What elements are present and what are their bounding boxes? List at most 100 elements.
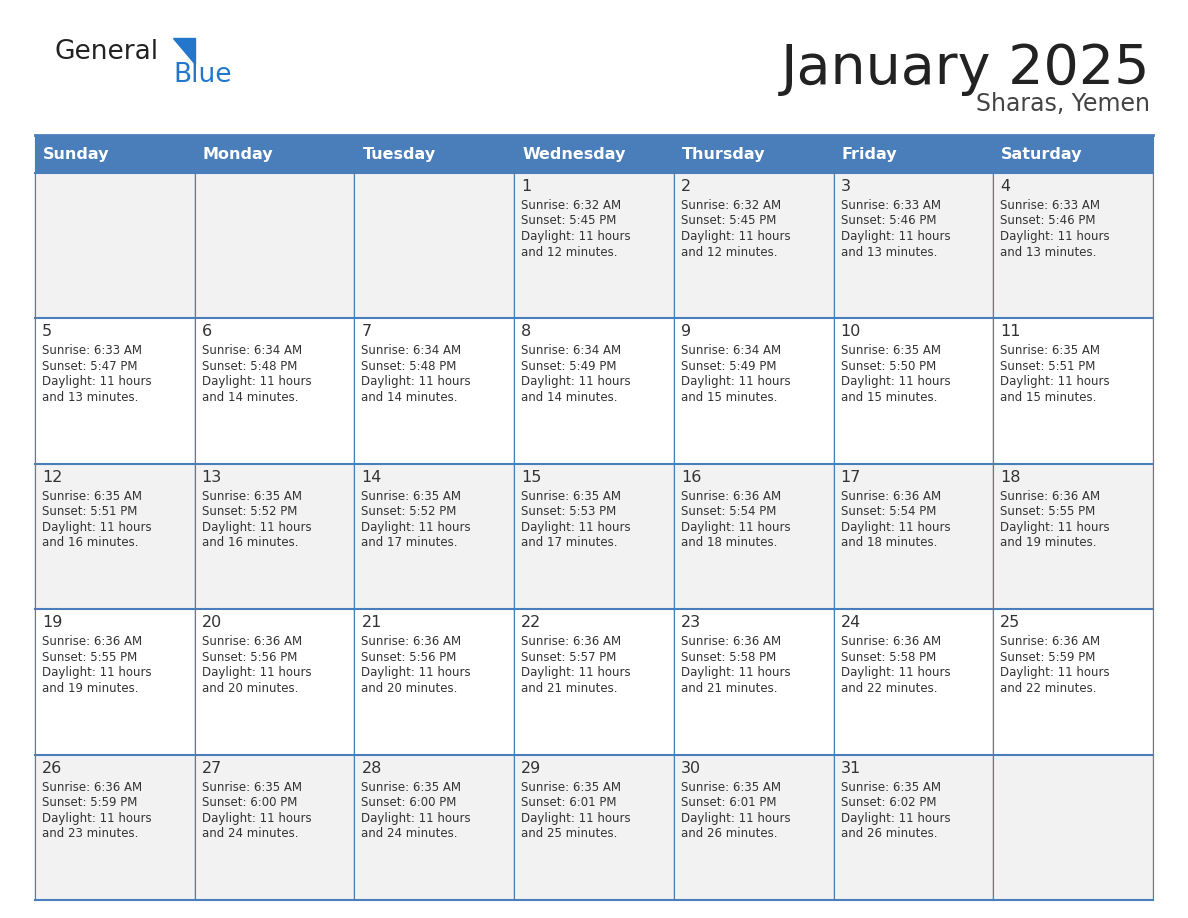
Text: Daylight: 11 hours: Daylight: 11 hours — [681, 812, 790, 824]
Text: Daylight: 11 hours: Daylight: 11 hours — [42, 521, 152, 533]
Text: and 13 minutes.: and 13 minutes. — [841, 245, 937, 259]
Text: 2: 2 — [681, 179, 691, 194]
Text: 20: 20 — [202, 615, 222, 630]
Text: Sunrise: 6:34 AM: Sunrise: 6:34 AM — [681, 344, 781, 357]
Bar — [834, 319, 993, 464]
Bar — [674, 319, 834, 464]
Text: 26: 26 — [42, 761, 62, 776]
Text: Daylight: 11 hours: Daylight: 11 hours — [522, 666, 631, 679]
Bar — [993, 755, 1154, 900]
Bar — [354, 464, 514, 610]
Text: Daylight: 11 hours: Daylight: 11 hours — [361, 812, 472, 824]
Text: Sunrise: 6:33 AM: Sunrise: 6:33 AM — [42, 344, 143, 357]
Text: 7: 7 — [361, 324, 372, 340]
Text: Sunrise: 6:35 AM: Sunrise: 6:35 AM — [522, 780, 621, 793]
Text: Sunset: 5:58 PM: Sunset: 5:58 PM — [841, 651, 936, 664]
Text: General: General — [55, 39, 159, 65]
Text: Saturday: Saturday — [1001, 147, 1082, 162]
Bar — [834, 610, 993, 755]
Text: 3: 3 — [841, 179, 851, 194]
Text: Sunrise: 6:35 AM: Sunrise: 6:35 AM — [841, 344, 941, 357]
Text: 22: 22 — [522, 615, 542, 630]
Bar — [674, 755, 834, 900]
Bar — [34, 610, 195, 755]
Text: and 18 minutes.: and 18 minutes. — [681, 536, 777, 549]
Bar — [834, 755, 993, 900]
Text: Daylight: 11 hours: Daylight: 11 hours — [202, 812, 311, 824]
Text: Sunrise: 6:34 AM: Sunrise: 6:34 AM — [522, 344, 621, 357]
Text: Blue: Blue — [173, 62, 232, 88]
Text: Daylight: 11 hours: Daylight: 11 hours — [361, 375, 472, 388]
Bar — [34, 173, 195, 319]
Text: and 26 minutes.: and 26 minutes. — [841, 827, 937, 840]
Bar — [354, 173, 514, 319]
Text: Sunrise: 6:36 AM: Sunrise: 6:36 AM — [841, 490, 941, 503]
Text: and 16 minutes.: and 16 minutes. — [202, 536, 298, 549]
Text: Sunset: 5:48 PM: Sunset: 5:48 PM — [202, 360, 297, 373]
Text: Daylight: 11 hours: Daylight: 11 hours — [202, 521, 311, 533]
Bar — [993, 173, 1154, 319]
Text: Sunset: 5:52 PM: Sunset: 5:52 PM — [202, 505, 297, 519]
Text: and 15 minutes.: and 15 minutes. — [841, 391, 937, 404]
Bar — [354, 319, 514, 464]
Text: 30: 30 — [681, 761, 701, 776]
Text: Sunset: 5:55 PM: Sunset: 5:55 PM — [1000, 505, 1095, 519]
Text: Daylight: 11 hours: Daylight: 11 hours — [1000, 666, 1110, 679]
Bar — [34, 135, 195, 173]
Text: Sunrise: 6:36 AM: Sunrise: 6:36 AM — [1000, 490, 1100, 503]
Text: 24: 24 — [841, 615, 861, 630]
Text: Daylight: 11 hours: Daylight: 11 hours — [841, 666, 950, 679]
Text: Sunset: 5:51 PM: Sunset: 5:51 PM — [1000, 360, 1095, 373]
Bar — [34, 755, 195, 900]
Text: Sunset: 5:59 PM: Sunset: 5:59 PM — [42, 796, 138, 809]
Text: Daylight: 11 hours: Daylight: 11 hours — [841, 375, 950, 388]
Text: 12: 12 — [42, 470, 63, 485]
Text: and 12 minutes.: and 12 minutes. — [681, 245, 777, 259]
Text: and 17 minutes.: and 17 minutes. — [361, 536, 457, 549]
Text: Sunrise: 6:35 AM: Sunrise: 6:35 AM — [361, 780, 461, 793]
Text: Daylight: 11 hours: Daylight: 11 hours — [681, 666, 790, 679]
Bar — [514, 610, 674, 755]
Text: Sunrise: 6:35 AM: Sunrise: 6:35 AM — [681, 780, 781, 793]
Text: Sunrise: 6:36 AM: Sunrise: 6:36 AM — [522, 635, 621, 648]
Bar — [993, 464, 1154, 610]
Text: Sunset: 5:46 PM: Sunset: 5:46 PM — [841, 215, 936, 228]
Text: and 23 minutes.: and 23 minutes. — [42, 827, 138, 840]
Text: and 22 minutes.: and 22 minutes. — [1000, 682, 1097, 695]
Bar — [674, 464, 834, 610]
Text: Sunset: 5:54 PM: Sunset: 5:54 PM — [841, 505, 936, 519]
Text: January 2025: January 2025 — [781, 42, 1150, 96]
Text: and 17 minutes.: and 17 minutes. — [522, 536, 618, 549]
Text: Sharas, Yemen: Sharas, Yemen — [977, 92, 1150, 116]
Text: Daylight: 11 hours: Daylight: 11 hours — [42, 666, 152, 679]
Text: 28: 28 — [361, 761, 381, 776]
Text: Sunset: 5:52 PM: Sunset: 5:52 PM — [361, 505, 457, 519]
Text: and 24 minutes.: and 24 minutes. — [361, 827, 457, 840]
Text: Daylight: 11 hours: Daylight: 11 hours — [361, 521, 472, 533]
Text: Tuesday: Tuesday — [362, 147, 436, 162]
Text: Sunday: Sunday — [43, 147, 109, 162]
Bar — [674, 173, 834, 319]
Text: and 20 minutes.: and 20 minutes. — [202, 682, 298, 695]
Bar — [354, 610, 514, 755]
Bar — [34, 464, 195, 610]
Text: Sunset: 5:45 PM: Sunset: 5:45 PM — [522, 215, 617, 228]
Text: 19: 19 — [42, 615, 63, 630]
Text: Sunrise: 6:36 AM: Sunrise: 6:36 AM — [681, 490, 781, 503]
Text: 8: 8 — [522, 324, 531, 340]
Text: 15: 15 — [522, 470, 542, 485]
Text: Sunrise: 6:35 AM: Sunrise: 6:35 AM — [202, 780, 302, 793]
Bar — [514, 755, 674, 900]
Bar — [195, 464, 354, 610]
Text: Sunset: 5:58 PM: Sunset: 5:58 PM — [681, 651, 776, 664]
Text: 14: 14 — [361, 470, 381, 485]
Text: Sunrise: 6:35 AM: Sunrise: 6:35 AM — [1000, 344, 1100, 357]
Text: Sunset: 5:57 PM: Sunset: 5:57 PM — [522, 651, 617, 664]
Text: Sunset: 5:48 PM: Sunset: 5:48 PM — [361, 360, 457, 373]
Text: 9: 9 — [681, 324, 691, 340]
Text: Daylight: 11 hours: Daylight: 11 hours — [1000, 521, 1110, 533]
Text: and 19 minutes.: and 19 minutes. — [42, 682, 139, 695]
Bar — [834, 464, 993, 610]
Text: Sunrise: 6:36 AM: Sunrise: 6:36 AM — [361, 635, 462, 648]
Text: Daylight: 11 hours: Daylight: 11 hours — [522, 812, 631, 824]
